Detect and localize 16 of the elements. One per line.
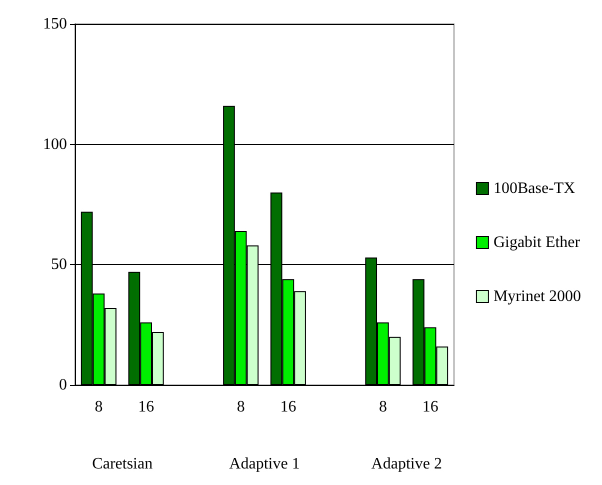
legend-label: 100Base-TX [493,180,576,197]
legend-label: Gigabit Ether [493,234,581,251]
y-tick-label: 100 [43,136,67,153]
x-tick-label: 8 [236,398,245,416]
text: Adaptive 1 [229,456,300,472]
y-tick-label: 150 [43,16,67,32]
x-tick-label: 16 [280,398,296,416]
y-tick-label: 50 [51,256,67,274]
y-tick-label: 0 [59,376,67,394]
x-tick-label: 8 [378,398,387,416]
text: Caretsian [92,456,153,472]
x-tick-label: 16 [138,398,154,416]
x-tick-label: 8 [94,398,103,416]
legend-label: Myrinet 2000 [493,288,581,305]
x-tick-label: 16 [422,398,438,416]
text: Adaptive 2 [371,456,442,472]
